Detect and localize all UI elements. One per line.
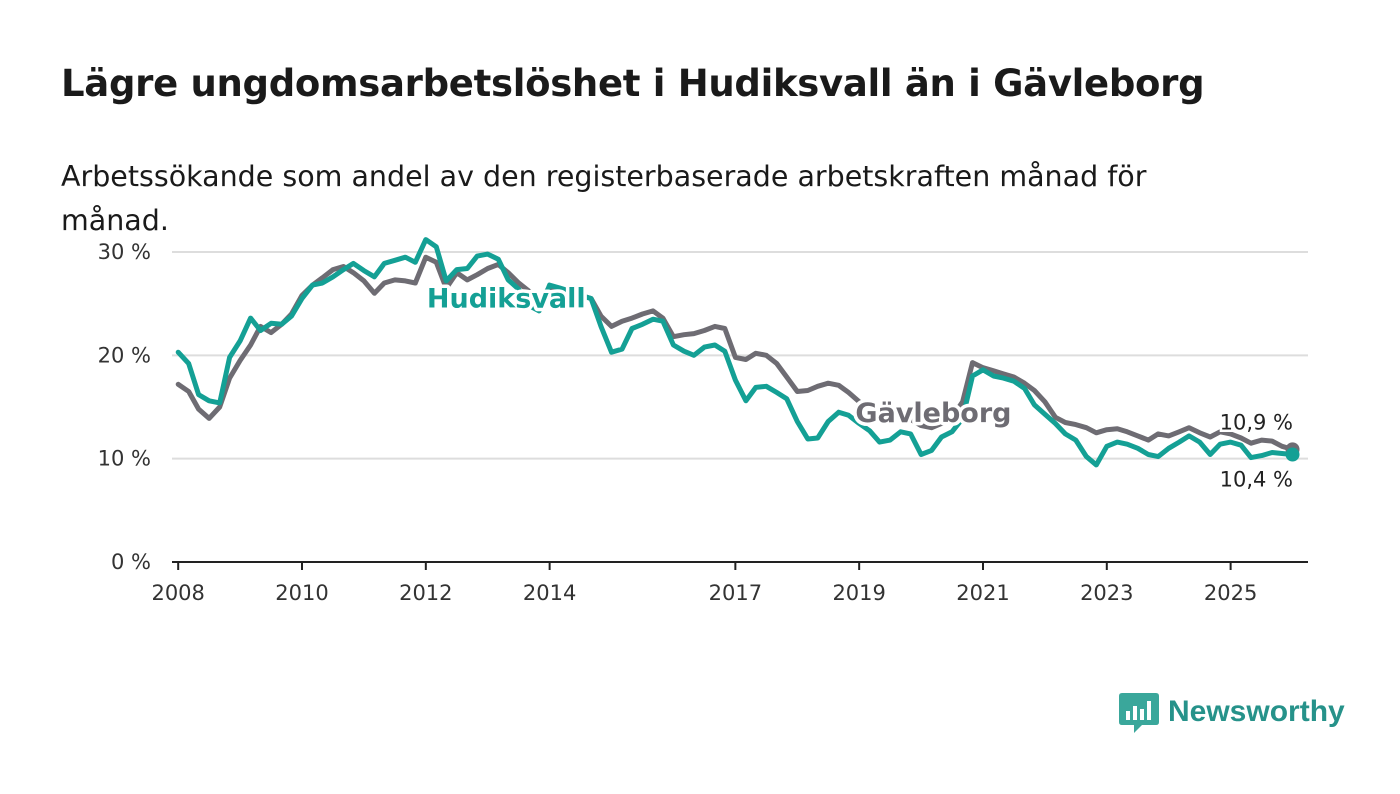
y-tick-label: 30 %	[98, 240, 151, 264]
y-tick-label: 10 %	[98, 447, 151, 471]
series-line-hudiksvall	[175, 237, 1295, 468]
x-tick-label: 2025	[1204, 581, 1257, 605]
brand-logo: Newsworthy	[1118, 690, 1345, 734]
y-tick-label: 0 %	[111, 550, 151, 574]
chart-title: Lägre ungdomsarbetslöshet i Hudiksvall ä…	[61, 62, 1205, 105]
x-tick-label: 2012	[399, 581, 452, 605]
x-tick-label: 2008	[151, 581, 204, 605]
end-value-label-hudiksvall: 10,4 %	[1220, 468, 1293, 492]
y-tick-label: 20 %	[98, 343, 151, 367]
series-label-hudiksvall: Hudiksvall	[427, 283, 586, 314]
series-label-gävleborg: Gävleborg	[855, 398, 1011, 429]
series-line-gävleborg	[175, 254, 1295, 452]
end-value-label-gavleborg: 10,9 %	[1220, 410, 1293, 434]
x-tick-label: 2017	[709, 581, 762, 605]
x-tick-label: 2010	[275, 581, 328, 605]
x-tick-label: 2019	[832, 581, 885, 605]
newsworthy-logo-icon	[1119, 693, 1159, 733]
series-endpoint-hudiksvall	[1285, 447, 1300, 462]
brand-name: Newsworthy	[1168, 695, 1345, 728]
x-tick-label: 2021	[956, 581, 1009, 605]
x-tick-label: 2014	[523, 581, 576, 605]
chart-subtitle: Arbetssökande som andel av den registerb…	[61, 160, 1147, 237]
x-tick-label: 2023	[1080, 581, 1133, 605]
